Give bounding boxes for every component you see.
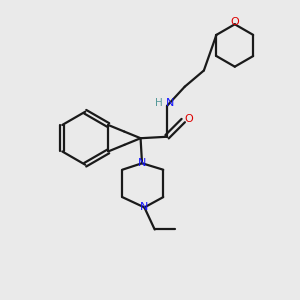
Text: H: H [155,98,163,109]
Text: O: O [184,114,193,124]
Text: O: O [230,17,239,27]
Text: N: N [166,98,174,109]
Text: N: N [138,158,146,168]
Text: N: N [140,202,148,212]
